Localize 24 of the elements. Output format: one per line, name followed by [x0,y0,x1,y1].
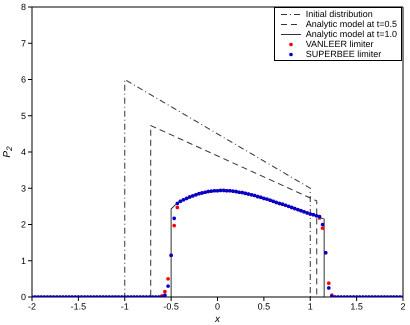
legend-label: Analytic model at t=0.5 [306,19,397,29]
y-tick-label: 8 [20,2,26,12]
legend-label: Initial distribution [306,9,373,19]
legend-label: SUPERBEE limiter [306,49,382,59]
y-tick-label: 5 [20,110,26,121]
x-axis-title: x [214,314,221,325]
y-tick-label: 2 [20,220,26,230]
x-tick-label: -0.5 [163,301,179,312]
x-tick-label: -1 [120,301,129,312]
legend-label: VANLEER limiter [306,39,374,49]
y-tick-label: 6 [20,74,26,85]
legend-label: Analytic model at t=1.0 [306,29,397,39]
y-tick-label: 3 [20,183,26,194]
y-tick-label: 4 [20,147,26,158]
x-tick-label: 0.5 [258,301,270,312]
y-tick-label: 7 [20,38,26,48]
x-tick-label: 1 [308,301,313,312]
y-tick-label: 0 [20,292,26,302]
x-tick-label: -2 [28,301,36,312]
x-tick-label: 2 [400,301,406,312]
x-tick-label: -1.5 [70,301,86,312]
x-tick-label: 1.5 [350,301,363,312]
y-tick-label: 1 [20,256,26,266]
x-tick-label: 0 [214,301,220,312]
